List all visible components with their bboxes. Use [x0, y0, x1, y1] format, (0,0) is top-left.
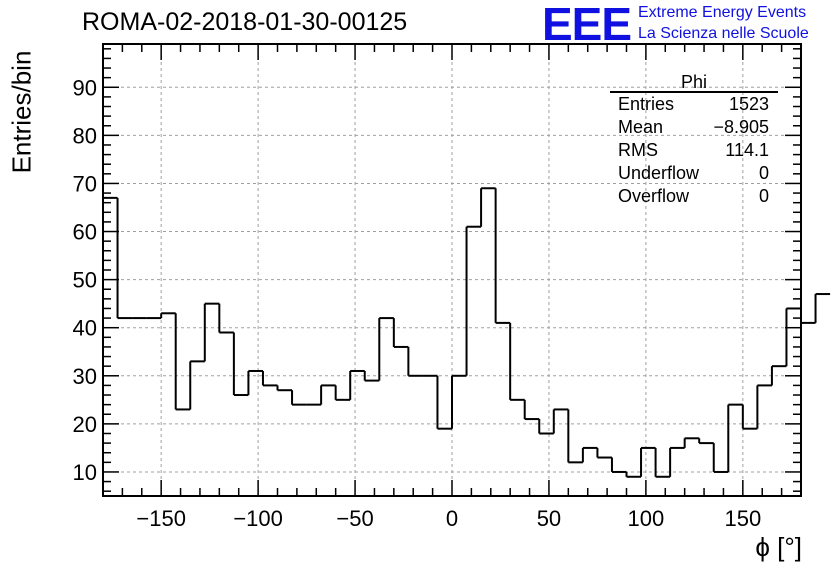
stats-value: 1523: [729, 94, 769, 114]
logo-tagline-1: Extreme Energy Events: [638, 4, 807, 21]
stats-label: Entries: [618, 94, 674, 114]
stats-label: Mean: [618, 117, 663, 137]
y-tick-label: 50: [73, 268, 97, 293]
x-tick-label: 0: [446, 506, 458, 531]
y-tick-label: 70: [73, 171, 97, 196]
stats-box: Phi Entries 1523 Mean −8.905 RMS 114.1 Underflo…: [610, 72, 778, 206]
x-axis-label: ϕ [°]: [755, 532, 802, 562]
x-tick-label: 50: [537, 506, 561, 531]
stats-label: Overflow: [618, 186, 690, 206]
y-tick-label: 40: [73, 316, 97, 341]
stats-name: Phi: [681, 72, 707, 92]
stats-value: 0: [759, 186, 769, 206]
stats-label: RMS: [618, 140, 658, 160]
stats-value: 114.1: [725, 140, 769, 160]
histogram-layer: [103, 187, 831, 478]
tick-labels: −150 −100 −50 0 50 100 150 10 20 30 40 50 60 70 80 90: [73, 75, 762, 531]
x-tick-label: 150: [724, 506, 761, 531]
y-tick-label: 90: [73, 75, 97, 100]
axis-ticks: [102, 44, 802, 496]
x-tick-label: −50: [336, 506, 373, 531]
logo-mark: EEE: [542, 0, 632, 50]
stats-label: Underflow: [618, 163, 700, 183]
chart-title: ROMA-02-2018-01-30-00125: [82, 8, 408, 36]
x-tick-label: −100: [233, 506, 283, 531]
stats-value: 0: [759, 163, 769, 183]
x-tick-label: 100: [628, 506, 665, 531]
stats-value: −8.905: [713, 117, 769, 137]
x-tick-label: −150: [136, 506, 186, 531]
y-tick-label: 30: [73, 364, 97, 389]
y-tick-label: 20: [73, 412, 97, 437]
logo-tagline-2: La Scienza nelle Scuole: [638, 25, 809, 42]
y-tick-label: 60: [73, 220, 97, 245]
y-tick-label: 10: [73, 460, 97, 485]
y-tick-label: 80: [73, 123, 97, 148]
